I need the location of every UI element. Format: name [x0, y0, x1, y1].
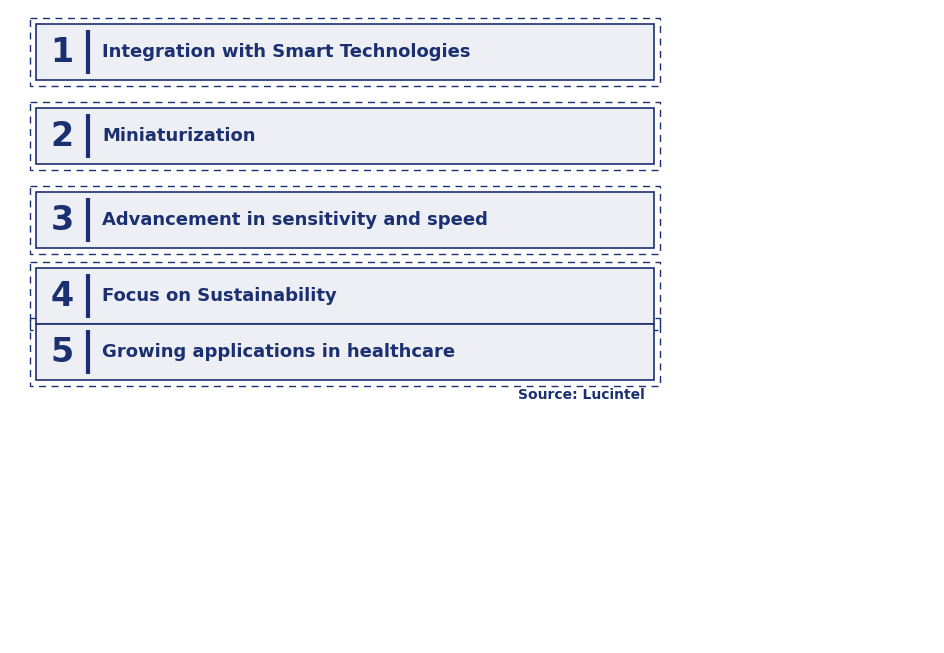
Text: 2: 2: [50, 119, 74, 153]
FancyBboxPatch shape: [36, 24, 653, 80]
Text: Advancement in sensitivity and speed: Advancement in sensitivity and speed: [102, 211, 487, 229]
Text: 1: 1: [50, 35, 74, 69]
Text: Miniaturization: Miniaturization: [102, 127, 255, 145]
FancyBboxPatch shape: [36, 192, 653, 248]
Text: Integration with Smart Technologies: Integration with Smart Technologies: [102, 43, 470, 61]
FancyBboxPatch shape: [36, 108, 653, 164]
Text: 5: 5: [50, 336, 74, 368]
Text: 3: 3: [50, 204, 74, 236]
Text: 4: 4: [50, 279, 74, 313]
FancyBboxPatch shape: [36, 324, 653, 380]
Text: Growing applications in healthcare: Growing applications in healthcare: [102, 343, 455, 361]
FancyBboxPatch shape: [36, 268, 653, 324]
Text: Source: Lucintel: Source: Lucintel: [517, 388, 645, 402]
Text: Focus on Sustainability: Focus on Sustainability: [102, 287, 336, 305]
